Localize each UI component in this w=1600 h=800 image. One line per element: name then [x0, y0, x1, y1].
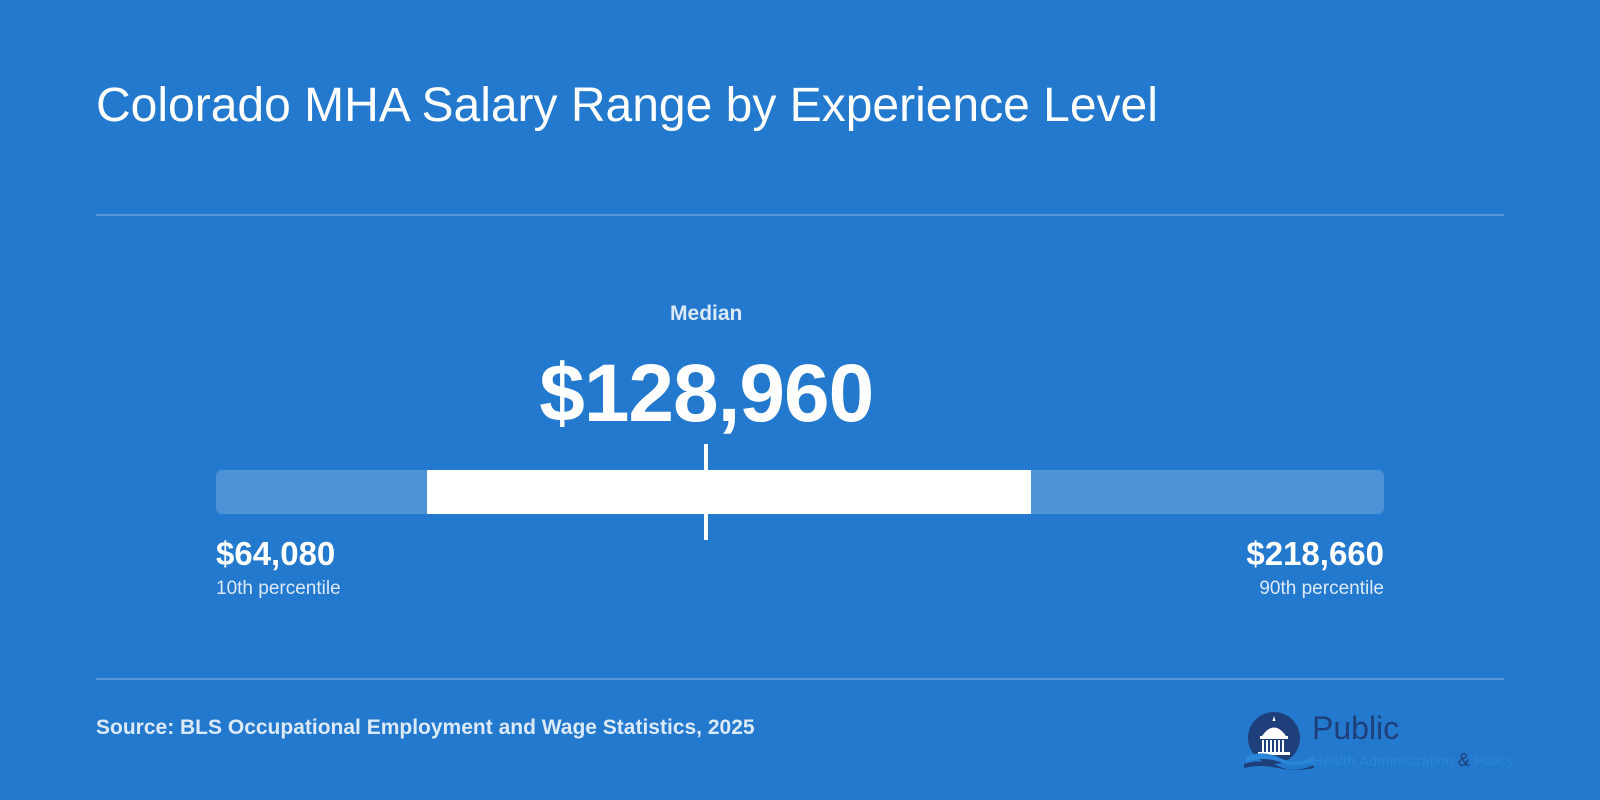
- capitol-dome-icon: [1244, 712, 1314, 770]
- median-marker: [704, 444, 709, 540]
- p90-label: 90th percentile: [1259, 578, 1384, 599]
- p10-value: $64,080: [216, 535, 336, 572]
- publisher-logo: Public Health Administration & Policy: [1244, 708, 1514, 770]
- logo-wordmark: Public: [1312, 710, 1400, 746]
- median-value: $128,960: [539, 348, 874, 439]
- median-label: Median: [670, 302, 743, 325]
- logo-ampersand: &: [1457, 750, 1470, 770]
- logo-tagline: Health Administration & Policy: [1312, 750, 1514, 771]
- interquartile-range-bar: [426, 470, 1032, 514]
- chart-title: Colorado MHA Salary Range by Experience …: [96, 79, 1158, 132]
- source-note: Source: BLS Occupational Employment and …: [96, 716, 755, 739]
- p10-label: 10th percentile: [216, 578, 341, 599]
- top-divider: [96, 214, 1504, 216]
- bottom-divider: [96, 678, 1504, 680]
- p90-value: $218,660: [1246, 535, 1384, 572]
- logo-tagline-post: Policy: [1474, 753, 1515, 770]
- logo-tagline-pre: Health Administration: [1312, 753, 1454, 770]
